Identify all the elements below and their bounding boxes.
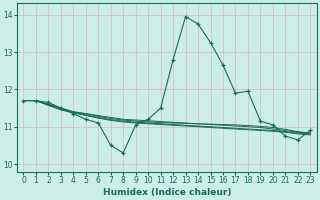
X-axis label: Humidex (Indice chaleur): Humidex (Indice chaleur) [103,188,231,197]
